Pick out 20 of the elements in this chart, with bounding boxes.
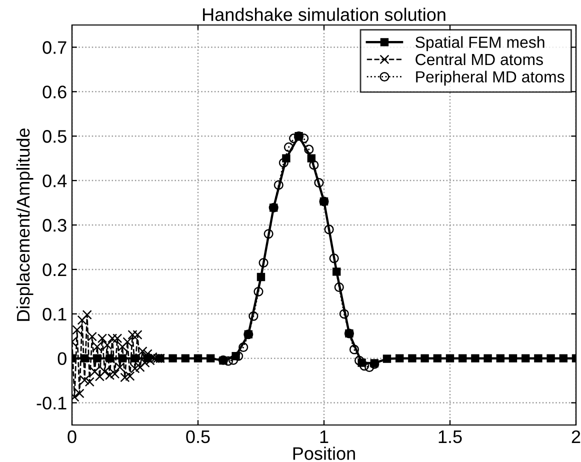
y-tick-label: 0.6 bbox=[42, 86, 66, 98]
y-tick-label: 0.2 bbox=[42, 263, 66, 276]
legend-label: Central MD atoms bbox=[416, 53, 543, 66]
y-axis-title: Displacement/Amplitude bbox=[16, 128, 34, 321]
chart-title: Handshake simulation solution bbox=[203, 8, 446, 22]
x-tick-label: 1.5 bbox=[438, 430, 462, 444]
legend-label: Peripheral MD atoms bbox=[416, 70, 564, 86]
y-tick-label: 0 bbox=[58, 352, 66, 366]
y-tick-label: 0.3 bbox=[42, 218, 66, 232]
y-tick-label: 0.4 bbox=[42, 174, 67, 188]
y-tick-label: -0.1 bbox=[36, 396, 66, 410]
legend-label: Spatial FEM mesh bbox=[416, 36, 544, 52]
x-tick-label: 2 bbox=[572, 430, 580, 443]
x-tick-label: 0.5 bbox=[186, 430, 210, 444]
x-tick-label: 1 bbox=[320, 430, 328, 443]
x-axis-title: Position bbox=[293, 446, 355, 460]
x-tick-label: 0 bbox=[68, 430, 76, 444]
y-tick-label: 0.5 bbox=[42, 130, 66, 143]
y-tick-label: 0.7 bbox=[42, 41, 66, 54]
y-tick-label: 0.1 bbox=[42, 308, 66, 321]
